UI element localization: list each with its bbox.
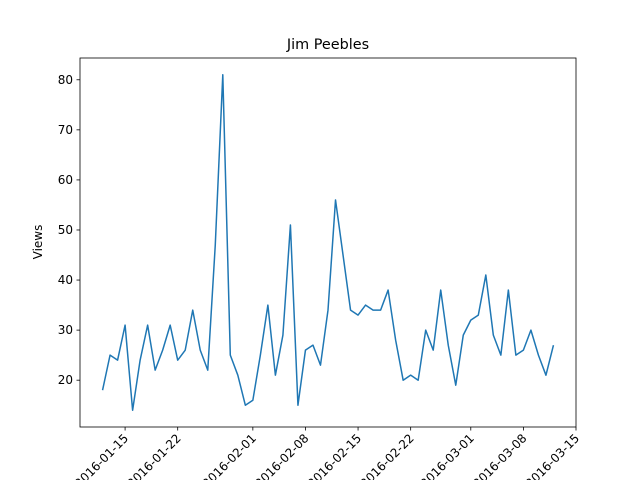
- y-tick-label: 40: [58, 273, 73, 287]
- y-tick-label: 30: [58, 323, 73, 337]
- line: [101, 74, 555, 411]
- y-tick-label: 80: [58, 73, 73, 87]
- y-axis-label: Views: [31, 225, 45, 260]
- y-tick-label: 60: [58, 173, 73, 187]
- axes-frame: [79, 57, 577, 428]
- chart-title: Jim Peebles: [286, 37, 369, 53]
- y-tick-label: 20: [58, 373, 73, 387]
- y-tick-label: 70: [58, 123, 73, 137]
- y-tick-label: 50: [58, 223, 73, 237]
